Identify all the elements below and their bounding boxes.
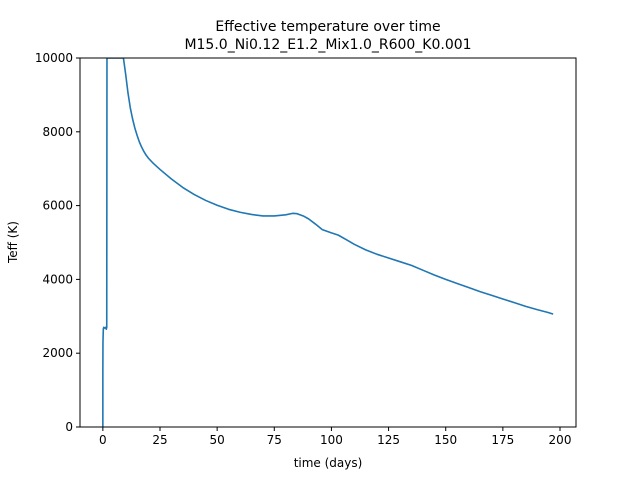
x-tick-label: 200 [549, 433, 572, 447]
x-tick-label: 25 [152, 433, 167, 447]
plot-frame [79, 57, 577, 428]
x-tick-label: 75 [267, 433, 282, 447]
x-tick-label: 100 [320, 433, 343, 447]
x-tick-label: 0 [99, 433, 107, 447]
y-tick-label: 8000 [42, 125, 73, 139]
y-tick-label: 2000 [42, 346, 73, 360]
chart-title: Effective temperature over time [215, 19, 440, 35]
y-tick-label: 4000 [42, 272, 73, 286]
y-tick-label: 0 [65, 420, 73, 434]
x-axis-label: time (days) [294, 456, 363, 470]
x-tick-label: 175 [491, 433, 514, 447]
series-line-0 [102, 58, 554, 427]
y-axis-label: Teff (K) [6, 221, 20, 264]
x-tick-label: 150 [434, 433, 457, 447]
y-tick-label: 10000 [35, 51, 73, 65]
y-tick-label: 6000 [42, 199, 73, 213]
x-tick-label: 50 [210, 433, 225, 447]
x-tick-label: 125 [377, 433, 400, 447]
chart-subtitle: M15.0_Ni0.12_E1.2_Mix1.0_R600_K0.001 [184, 37, 471, 53]
